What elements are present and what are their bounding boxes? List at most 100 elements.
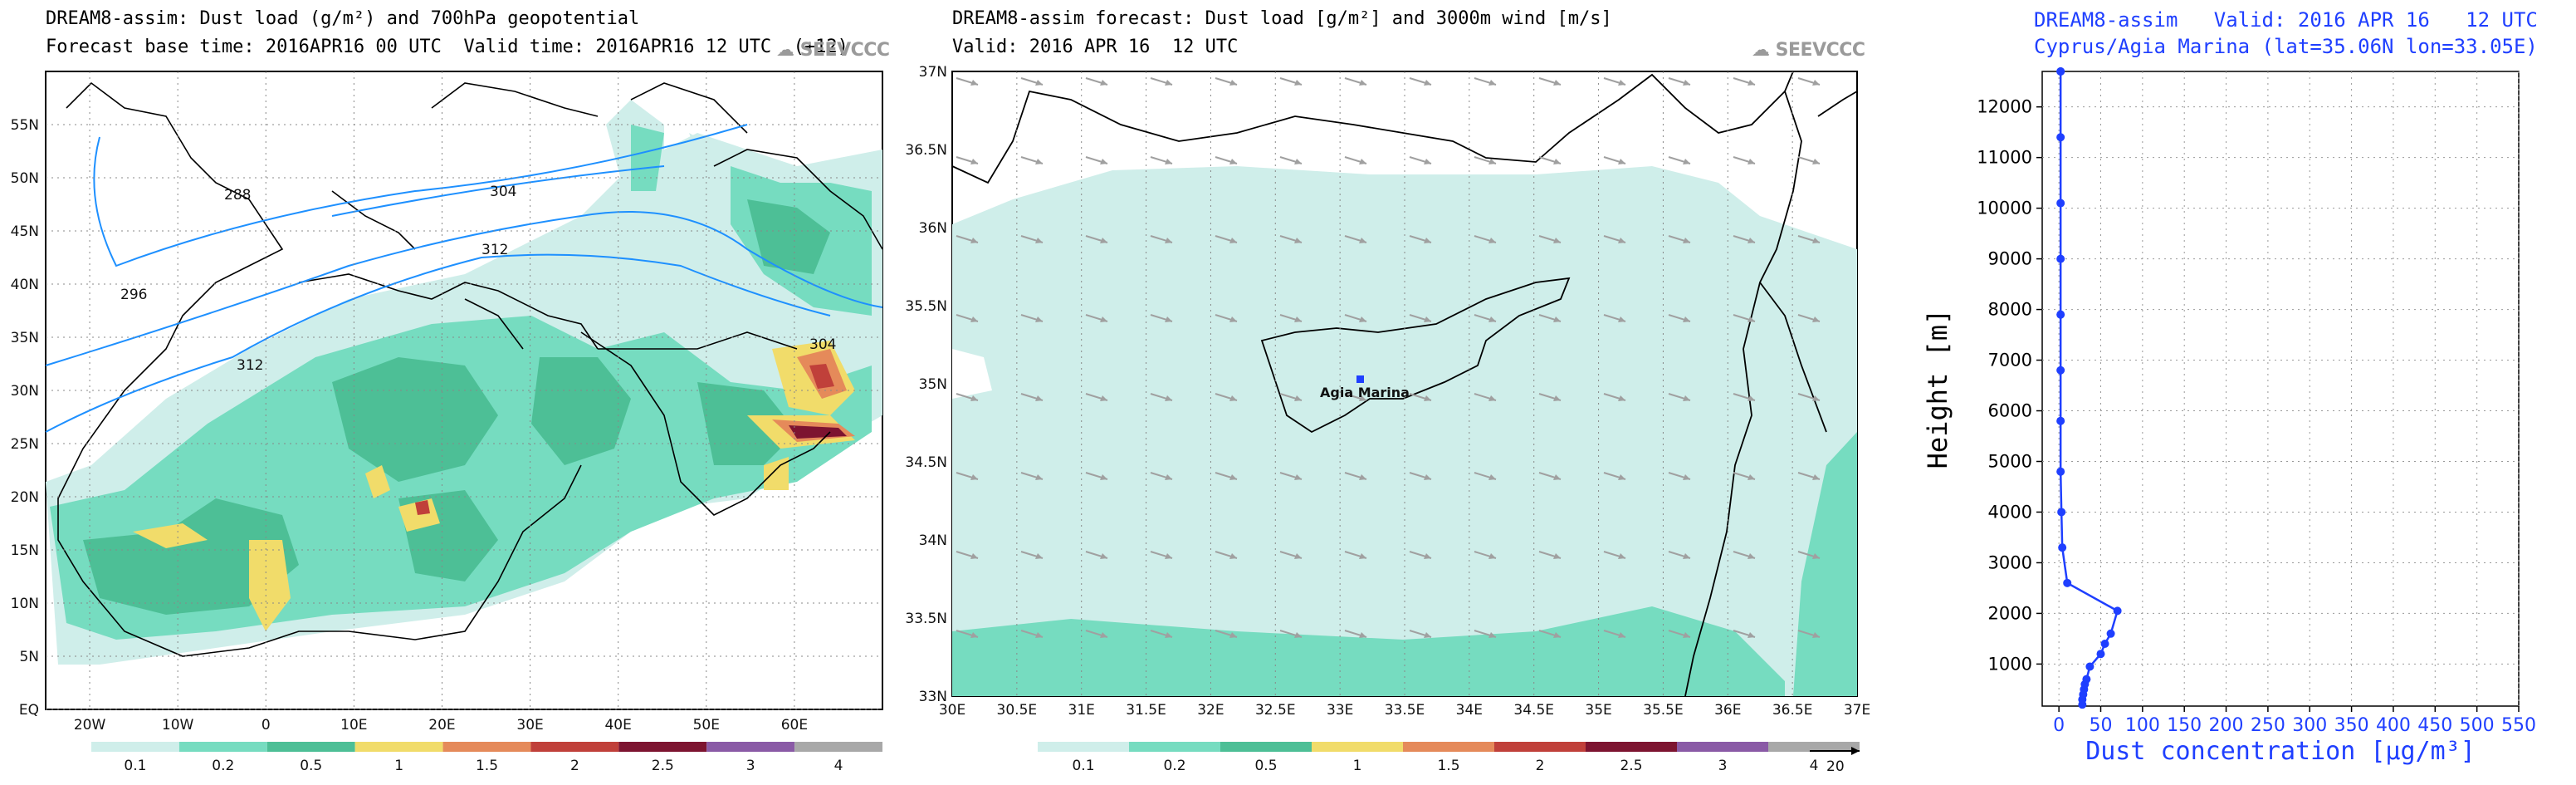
wind-arrowhead [1229, 316, 1237, 322]
y-tick-label: 9000 [1988, 249, 2032, 269]
wind-arrowhead [1747, 474, 1755, 480]
colorbar-label: 0.5 [1254, 758, 1277, 774]
profile-point [2106, 629, 2115, 638]
y-tick-label: 12000 [1977, 97, 2032, 117]
colorbar-label: 4 [1810, 758, 1819, 774]
x-tick-label: 32E [1197, 702, 1224, 719]
colorbar-swatch [1586, 742, 1677, 752]
cloud-icon: ☁ [1752, 40, 1770, 61]
profile-point [2113, 606, 2122, 616]
wind-arrowhead [1165, 238, 1172, 243]
x-tick-label: 50 [2089, 715, 2112, 736]
map1-y-ticks: EQ 5N 10N 15N 20N 25N 30N 35N 40N 45N 50N 55N [11, 117, 39, 719]
x-tick-label: 450 [2417, 715, 2452, 736]
colorbar-label: 2 [570, 758, 579, 774]
station-label: Agia Marina [1320, 385, 1410, 400]
wind-arrowhead [1165, 316, 1172, 322]
wind-arrowhead [1683, 395, 1690, 401]
colorbar-swatch [1038, 742, 1129, 752]
wind-arrowhead [1294, 316, 1302, 322]
wind-arrowhead [1812, 553, 1820, 559]
wind-arrowhead [1165, 159, 1172, 164]
panel1-title: DREAM8-assim: Dust load (g/m²) and 700hP… [46, 8, 640, 29]
wind-arrowhead [1294, 474, 1302, 480]
colorbar-label: 2.5 [652, 758, 674, 774]
wind-arrowhead [1165, 395, 1172, 401]
wind-arrowhead [970, 474, 978, 480]
wind-arrowhead [1553, 316, 1561, 322]
map2-y-ticks: 33N 33.5N 34N 34.5N 35N 35.5N 36N 36.5N 37N [905, 64, 947, 705]
x-tick-label: 34.5E [1513, 702, 1554, 719]
colorbar-label: 1.5 [1437, 758, 1459, 774]
wind-arrowhead [1683, 553, 1690, 559]
wind-arrowhead [1294, 238, 1302, 243]
y-tick-label: 35.5N [905, 298, 947, 315]
y-tick-label: 6000 [1988, 401, 2032, 421]
wind-arrowhead [1359, 474, 1366, 480]
x-tick-label: 0 [2053, 715, 2065, 736]
colorbar-swatch [1220, 742, 1312, 752]
wind-arrowhead [1683, 632, 1690, 638]
panel3-subtitle: Cyprus/Agia Marina (lat=35.06N lon=33.05… [2034, 35, 2538, 58]
wind-arrowhead [1812, 80, 1820, 86]
x-tick-label: 20W [74, 717, 106, 733]
y-tick-label: 35N [919, 376, 947, 393]
profile-grid: 0 50 100 150 200 250 300 350 400 450 500 550 1000 200… [1977, 71, 2536, 736]
wind-arrowhead [1812, 632, 1820, 638]
x-tick-label: 30E [516, 717, 543, 733]
colorbar-swatch [794, 742, 882, 752]
y-tick-label: 34.5N [905, 454, 947, 471]
wind-arrowhead [1747, 80, 1755, 86]
map1-x-ticks: 20W 10W 0 10E 20E 30E 40E 50E 60E [74, 717, 808, 733]
profile-plot: 0 50 100 150 200 250 300 350 400 450 500 550 1000 200… [1922, 67, 2536, 766]
wind-arrowhead [1100, 238, 1107, 243]
wind-scale: 20 [1810, 747, 1860, 775]
colorbar-label: 0.5 [300, 758, 322, 774]
profile-point [2082, 675, 2091, 684]
wind-arrowhead [1165, 553, 1172, 559]
colorbar-1: 0.1 0.2 0.5 1 1.5 2 2.5 3 4 [91, 742, 882, 774]
wind-arrowhead [1683, 316, 1690, 322]
colorbar-swatch [530, 742, 619, 752]
wind-arrowhead [970, 316, 978, 322]
map1-coastlines [57, 81, 883, 657]
y-tick-label: 15N [11, 542, 39, 559]
x-tick-label: 33E [1327, 702, 1353, 719]
wind-arrowhead [1618, 474, 1625, 480]
wind-arrowhead [1229, 395, 1237, 401]
wind-arrowhead [1035, 316, 1043, 322]
station-marker: Agia Marina [1320, 375, 1410, 400]
panel3-title: DREAM8-assim Valid: 2016 APR 16 12 UTC [2034, 8, 2538, 32]
wind-arrowhead [1683, 238, 1690, 243]
colorbar-label: 0.2 [1163, 758, 1185, 774]
wind-arrowhead [1424, 238, 1431, 243]
x-tick-label: 35.5E [1643, 702, 1684, 719]
x-tick-label: 10E [340, 717, 367, 733]
y-tick-label: 8000 [1988, 300, 2032, 320]
wind-arrowhead [1294, 80, 1302, 86]
wind-arrowhead [970, 238, 978, 243]
wind-arrowhead [1165, 474, 1172, 480]
contour-label: 304 [809, 336, 836, 353]
wind-arrowhead [1359, 316, 1366, 322]
cloud-icon: ☁ [776, 40, 794, 61]
x-tick-label: 50E [693, 717, 720, 733]
profile-point [2096, 650, 2105, 659]
wind-arrowhead [1424, 474, 1431, 480]
wind-arrowhead [1035, 159, 1043, 164]
colorbar-label: 1 [1353, 758, 1362, 774]
wind-arrowhead [970, 80, 978, 86]
colorbar-swatch [1403, 742, 1494, 752]
y-tick-label: 35N [11, 330, 39, 346]
x-tick-label: 10W [162, 717, 194, 733]
colorbar-label: 3 [1718, 758, 1728, 774]
logo-text: SEEVCCC [1775, 40, 1865, 61]
x-tick-label: 37E [1844, 702, 1870, 719]
wind-arrowhead [1683, 159, 1690, 164]
y-tick-label: 2000 [1988, 603, 2032, 623]
wind-arrowhead [1812, 474, 1820, 480]
wind-arrowhead [1359, 632, 1366, 638]
map2-dust-shading [952, 166, 1857, 696]
x-tick-label: 30E [939, 702, 965, 719]
colorbar-label: 2 [1536, 758, 1545, 774]
